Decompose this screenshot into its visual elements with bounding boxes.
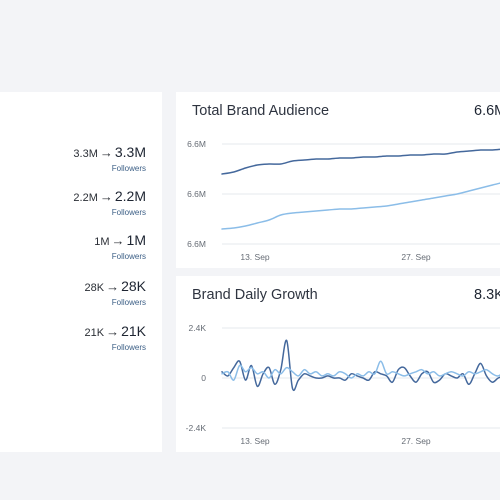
series-line	[221, 339, 500, 391]
growth-card-title: Brand Daily Growth	[192, 287, 318, 303]
metric-values: 1M → 1M	[94, 232, 146, 250]
metric-from: 21K	[84, 327, 105, 339]
arrow-right-icon: →	[106, 279, 120, 294]
follower-metric: 3.3M → 3.3M Followers	[73, 144, 146, 175]
follower-metric: 28K → 28K Followers	[85, 278, 147, 309]
x-tick-label: 27. Sep	[401, 252, 431, 262]
y-tick-label: 0	[201, 373, 206, 383]
arrow-right-icon: →	[99, 145, 113, 160]
follower-metric: 21K → 21K Followers	[85, 323, 147, 354]
audience-chart: 6.6M 6.6M 6.6M 13. Sep 27. Sep	[187, 139, 500, 262]
metric-from: 28K	[84, 282, 105, 294]
metric-label: Followers	[111, 252, 146, 261]
arrow-right-icon: →	[99, 189, 113, 204]
audience-card-title: Total Brand Audience	[192, 103, 330, 119]
x-tick-label: 13. Sep	[240, 436, 270, 446]
y-tick-label: 2.4K	[189, 323, 207, 333]
y-tick-label: 6.6M	[187, 239, 206, 249]
metric-to: 2.2M	[114, 188, 146, 204]
y-tick-label: 6.6M	[187, 139, 206, 149]
x-tick-label: 27. Sep	[401, 436, 431, 446]
metrics-panel: 3.3M → 3.3M Followers 2.2M → 2.2M Followers 1M → 1…	[0, 92, 162, 452]
total-brand-audience-card: Total Brand Audience 6.6M 6.6M 6.6M 6.6M 13…	[176, 92, 500, 268]
y-tick-label: 6.6M	[187, 189, 206, 199]
audience-card-total: 6.6M	[474, 103, 500, 119]
follower-metric: 2.2M → 2.2M Followers	[73, 188, 146, 219]
metric-to: 3.3M	[114, 144, 146, 160]
series-line	[221, 182, 500, 230]
brand-daily-growth-card: Brand Daily Growth 8.3K 2.4K 0 -2.4K 13. Se…	[176, 276, 500, 452]
metric-label: Followers	[111, 164, 146, 173]
metric-values: 28K → 28K	[85, 278, 147, 296]
metric-to: 1M	[126, 232, 146, 248]
series-line	[221, 148, 500, 175]
y-tick-label: -2.4K	[186, 423, 207, 433]
metric-from: 2.2M	[73, 192, 98, 204]
metric-values: 21K → 21K	[85, 323, 147, 341]
growth-chart: 2.4K 0 -2.4K 13. Sep 27. Sep	[186, 323, 500, 446]
metric-values: 2.2M → 2.2M	[73, 188, 146, 206]
growth-card-total: 8.3K	[474, 287, 500, 303]
arrow-right-icon: →	[111, 233, 125, 248]
arrow-right-icon: →	[106, 324, 120, 339]
metric-to: 28K	[121, 278, 146, 294]
metric-label: Followers	[111, 208, 146, 217]
metric-label: Followers	[111, 298, 146, 307]
metric-from: 3.3M	[73, 148, 98, 160]
metric-values: 3.3M → 3.3M	[73, 144, 146, 162]
follower-metric: 1M → 1M Followers	[94, 232, 146, 263]
x-tick-label: 13. Sep	[240, 252, 270, 262]
series-line	[221, 360, 500, 381]
metric-label: Followers	[111, 343, 146, 352]
metric-to: 21K	[121, 323, 146, 339]
metric-from: 1M	[94, 236, 110, 248]
